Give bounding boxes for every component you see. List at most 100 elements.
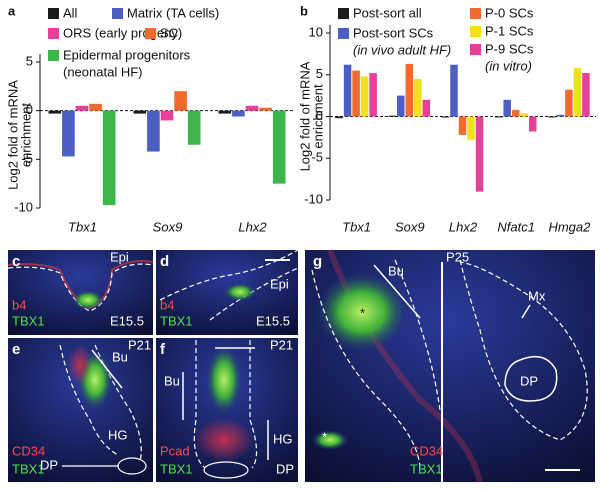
y-tick-label: -10 xyxy=(304,191,323,206)
image-label: Bu xyxy=(388,263,404,278)
bar xyxy=(475,116,484,192)
image-label: DP xyxy=(40,457,58,472)
bar xyxy=(245,105,259,111)
legend-label: Post-sort SCs xyxy=(353,25,434,40)
legend-label: Matrix (TA cells) xyxy=(127,5,219,20)
bar xyxy=(343,64,352,117)
image-label: P21 xyxy=(270,337,293,352)
legend-label: All xyxy=(63,5,78,20)
image-label: b4 xyxy=(12,297,26,312)
bar xyxy=(75,105,89,111)
bar xyxy=(450,64,458,117)
x-tick-label: Nfatc1 xyxy=(497,219,535,234)
image-label: DP xyxy=(276,461,294,476)
y-axis-label: enrichment xyxy=(310,84,325,149)
bar xyxy=(397,95,405,117)
panel-e: e P21 Bu HG CD34 TBX1 DP xyxy=(8,337,153,482)
image-label: TBX1 xyxy=(160,313,193,328)
y-tick-label: 5 xyxy=(26,53,33,68)
bar xyxy=(369,73,377,117)
bar xyxy=(335,116,343,119)
y-tick-label: -5 xyxy=(311,150,323,165)
y-axis-label: enrichment xyxy=(18,102,33,167)
legend-swatch xyxy=(470,44,481,55)
image-label: DP xyxy=(520,373,538,388)
bar xyxy=(48,110,62,114)
image-label: TBX1 xyxy=(410,461,443,476)
legend-note: (in vitro) xyxy=(485,58,532,73)
y-tick-label: -5 xyxy=(21,151,33,166)
legend-label: P-0 SCs xyxy=(485,5,534,20)
legend-swatch xyxy=(145,28,156,39)
bar xyxy=(102,110,116,206)
bar xyxy=(556,114,565,117)
bar xyxy=(458,116,467,135)
image-label: E15.5 xyxy=(256,313,290,328)
bar xyxy=(259,107,272,111)
y-tick-label: 0 xyxy=(26,102,33,117)
bar xyxy=(511,109,520,117)
x-tick-label: Tbx1 xyxy=(342,219,371,234)
x-tick-label: Lhx2 xyxy=(449,219,478,234)
legend-label: Post-sort all xyxy=(353,5,422,20)
bar xyxy=(388,115,397,117)
bar xyxy=(352,70,360,117)
bar xyxy=(187,110,201,145)
image-label: Epi xyxy=(110,249,129,264)
image-label: HG xyxy=(273,431,293,446)
legend-label: P-1 SCs xyxy=(485,23,534,38)
legend-swatch xyxy=(338,8,349,19)
image-label: * xyxy=(322,429,327,444)
bar xyxy=(520,113,528,117)
y-tick-label: 10 xyxy=(309,24,323,39)
image-label: CD34 xyxy=(12,443,45,458)
bar xyxy=(232,110,245,117)
legend-swatch xyxy=(48,8,59,19)
bar xyxy=(582,73,590,117)
panel-d: d Epi b4 TBX1 E15.5 xyxy=(156,249,299,335)
image-label: P25 xyxy=(446,249,469,264)
x-tick-label: Lhx2 xyxy=(238,219,267,234)
bar xyxy=(467,116,475,140)
bar xyxy=(89,103,102,111)
y-axis-label: Log2 fold of mRNA xyxy=(5,80,20,190)
bar xyxy=(441,116,450,118)
image-label: Bu xyxy=(164,373,180,388)
bar xyxy=(414,78,422,117)
panel-c: c Epi b4 TBX1 E15.5 xyxy=(7,249,154,335)
x-tick-label: Sox9 xyxy=(395,219,425,234)
panel-letter: c xyxy=(12,253,20,270)
bar xyxy=(62,110,75,157)
image-label: Mx xyxy=(528,288,546,303)
legend-swatch xyxy=(470,26,481,37)
bar xyxy=(494,116,503,118)
legend-swatch xyxy=(338,28,349,39)
image-label: E15.5 xyxy=(110,313,144,328)
panel-g: g P25 Bu Mx DP CD34 TBX1 * * xyxy=(305,248,595,483)
bar xyxy=(174,91,187,111)
legend-note: (in vivo adult HF) xyxy=(353,42,451,57)
image-label: Epi xyxy=(270,276,289,291)
y-tick-label: 0 xyxy=(316,108,323,123)
bar xyxy=(272,110,286,184)
legend-swatch xyxy=(112,8,123,19)
legend-label: P-9 SCs xyxy=(485,41,534,56)
panel-letter: a xyxy=(8,3,16,18)
panel-letter: e xyxy=(12,341,20,358)
legend-swatch xyxy=(48,50,59,61)
bar xyxy=(573,68,582,117)
legend-swatch xyxy=(48,28,59,39)
panel-letter: b xyxy=(300,3,308,18)
x-tick-label: Sox9 xyxy=(153,219,183,234)
y-axis-label: Log2 fold of mRNA xyxy=(297,61,312,171)
bar xyxy=(528,116,537,132)
panel-f: f P21 Bu HG Pcad TBX1 DP xyxy=(156,337,298,482)
legend-note: (neonatal HF) xyxy=(63,64,142,79)
x-tick-label: Hmga2 xyxy=(548,219,591,234)
image-label: TBX1 xyxy=(160,461,193,476)
image-label: b4 xyxy=(160,297,174,312)
image-label: Pcad xyxy=(160,443,190,458)
bar xyxy=(503,99,511,117)
bar xyxy=(422,99,431,117)
